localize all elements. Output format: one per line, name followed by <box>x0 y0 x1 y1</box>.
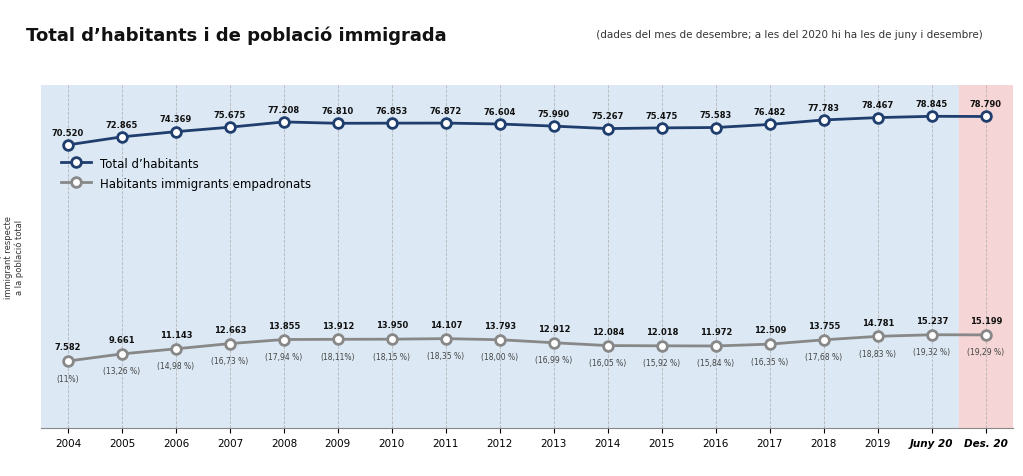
Text: 13.912: 13.912 <box>321 321 354 330</box>
Text: Total d’habitants i de població immigrada: Total d’habitants i de població immigrad… <box>26 26 446 44</box>
Text: (17,68 %): (17,68 %) <box>805 353 842 362</box>
Text: (19,32 %): (19,32 %) <box>914 347 950 357</box>
Text: 7.582: 7.582 <box>54 343 81 352</box>
Text: 12.509: 12.509 <box>754 326 786 335</box>
Text: 11.143: 11.143 <box>160 330 192 339</box>
Text: 13.793: 13.793 <box>484 321 516 330</box>
Text: (16,99 %): (16,99 %) <box>535 356 573 365</box>
Text: (15,84 %): (15,84 %) <box>698 359 735 367</box>
Legend: Total d’habitants, Habitants immigrants empadronats: Total d’habitants, Habitants immigrants … <box>56 153 316 196</box>
Text: 76.853: 76.853 <box>375 107 408 116</box>
Text: 13.855: 13.855 <box>268 321 300 330</box>
Text: (17,94 %): (17,94 %) <box>265 352 303 361</box>
Text: 11.972: 11.972 <box>700 327 732 337</box>
Text: (11%): (11%) <box>56 374 79 383</box>
Text: (13,26 %): (13,26 %) <box>103 367 140 376</box>
Text: 75.675: 75.675 <box>214 110 247 119</box>
Text: 70.520: 70.520 <box>52 129 84 137</box>
Text: 12.663: 12.663 <box>214 325 247 334</box>
Text: 13.755: 13.755 <box>807 321 840 330</box>
Text: 75.267: 75.267 <box>591 112 624 121</box>
Text: (18,11%): (18,11%) <box>320 352 355 361</box>
Text: 76.872: 76.872 <box>430 107 462 116</box>
Text: (19,29 %): (19,29 %) <box>967 347 1005 357</box>
Text: 14.107: 14.107 <box>430 320 462 329</box>
Text: (14,98 %): (14,98 %) <box>158 362 194 370</box>
Text: (16,05 %): (16,05 %) <box>589 358 626 367</box>
Text: 75.583: 75.583 <box>700 111 731 120</box>
Text: (18,15 %): (18,15 %) <box>373 352 410 361</box>
Text: 15.237: 15.237 <box>916 317 948 326</box>
Text: 12.912: 12.912 <box>538 324 570 333</box>
Text: (18,83 %): (18,83 %) <box>859 349 896 358</box>
Text: 75.990: 75.990 <box>538 109 570 119</box>
Text: (16,73 %): (16,73 %) <box>212 357 249 365</box>
Text: 14.781: 14.781 <box>861 318 894 327</box>
Text: 78.845: 78.845 <box>916 100 948 109</box>
Text: (dades del mes de desembre; a les del 2020 hi ha les de juny i desembre): (dades del mes de desembre; a les del 20… <box>593 30 983 40</box>
Text: (18,35 %): (18,35 %) <box>428 351 464 360</box>
Text: 77.208: 77.208 <box>268 105 300 114</box>
Text: 76.604: 76.604 <box>484 108 516 117</box>
Text: 9.661: 9.661 <box>108 336 135 345</box>
Text: (16,35 %): (16,35 %) <box>751 357 789 366</box>
Text: % de la població
immigrant respecte
a la població total: % de la població immigrant respecte a la… <box>0 216 24 298</box>
Text: 78.790: 78.790 <box>970 100 1002 109</box>
Text: 77.783: 77.783 <box>808 103 840 112</box>
Text: 15.199: 15.199 <box>970 317 1002 326</box>
Bar <box>959 86 1013 428</box>
Text: 12.018: 12.018 <box>646 327 678 337</box>
Text: 76.810: 76.810 <box>322 107 354 116</box>
Text: (15,92 %): (15,92 %) <box>643 358 680 367</box>
Text: 75.475: 75.475 <box>646 111 678 120</box>
Text: 13.950: 13.950 <box>375 321 408 330</box>
Text: 72.865: 72.865 <box>105 120 138 129</box>
Text: 78.467: 78.467 <box>861 101 894 110</box>
Text: 76.482: 76.482 <box>754 108 786 117</box>
Text: 12.084: 12.084 <box>591 327 624 336</box>
Text: 74.369: 74.369 <box>160 115 192 124</box>
Text: (18,00 %): (18,00 %) <box>481 352 519 361</box>
